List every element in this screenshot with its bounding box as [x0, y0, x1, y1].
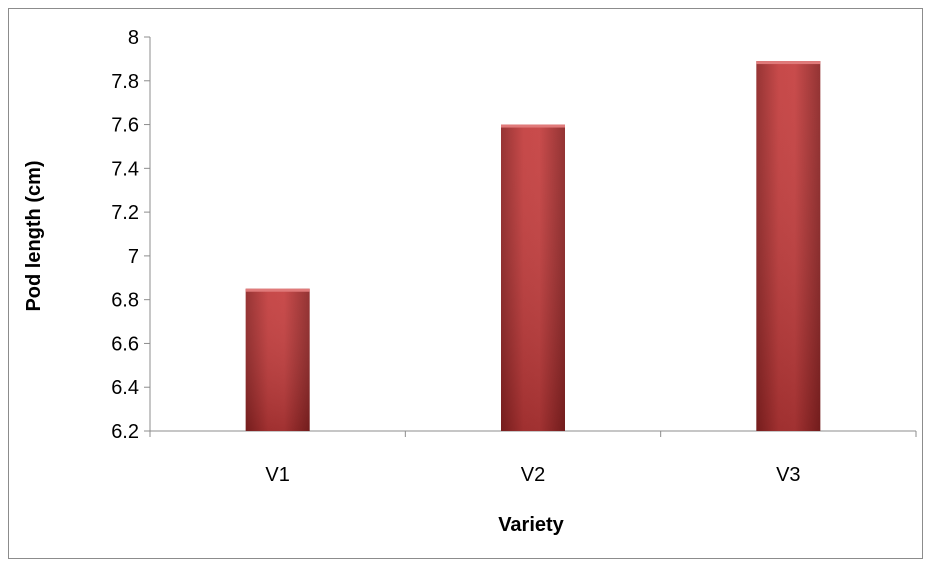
x-axis-title: Variety	[498, 514, 564, 536]
y-axis: 6.2 6.4 6.6 6.8 7 7.2 7.4 7.6 7.8 8	[111, 27, 151, 443]
x-axis: V1 V2 V3	[149, 430, 917, 486]
bar-v2	[501, 124, 565, 432]
y-tick-label: 8	[128, 27, 139, 49]
y-tick-label: 7.6	[111, 115, 139, 137]
y-tick-label: 7.8	[111, 71, 139, 93]
bars-group	[245, 61, 821, 432]
bar-top-highlight	[756, 61, 821, 65]
bar-shade	[756, 61, 821, 431]
y-tick-label: 6.6	[111, 333, 139, 355]
x-tick-label: V2	[521, 464, 545, 486]
bar-shade	[245, 288, 310, 431]
y-tick-label: 6.4	[111, 377, 139, 399]
bar-shade	[501, 124, 565, 432]
bar-top-highlight	[501, 124, 565, 128]
y-tick-label: 7	[128, 246, 139, 268]
bar-top-highlight	[245, 288, 310, 292]
bar-v3	[756, 61, 821, 431]
y-tick-label: 6.2	[111, 421, 139, 443]
x-tick-label: V1	[265, 464, 289, 486]
y-tick-label: 7.2	[111, 202, 139, 224]
y-tick-label: 6.8	[111, 290, 139, 312]
y-axis-title: Pod length (cm)	[23, 160, 45, 311]
x-tick-label: V3	[776, 464, 800, 486]
bar-v1	[245, 288, 310, 431]
y-tick-label: 7.4	[111, 158, 139, 180]
